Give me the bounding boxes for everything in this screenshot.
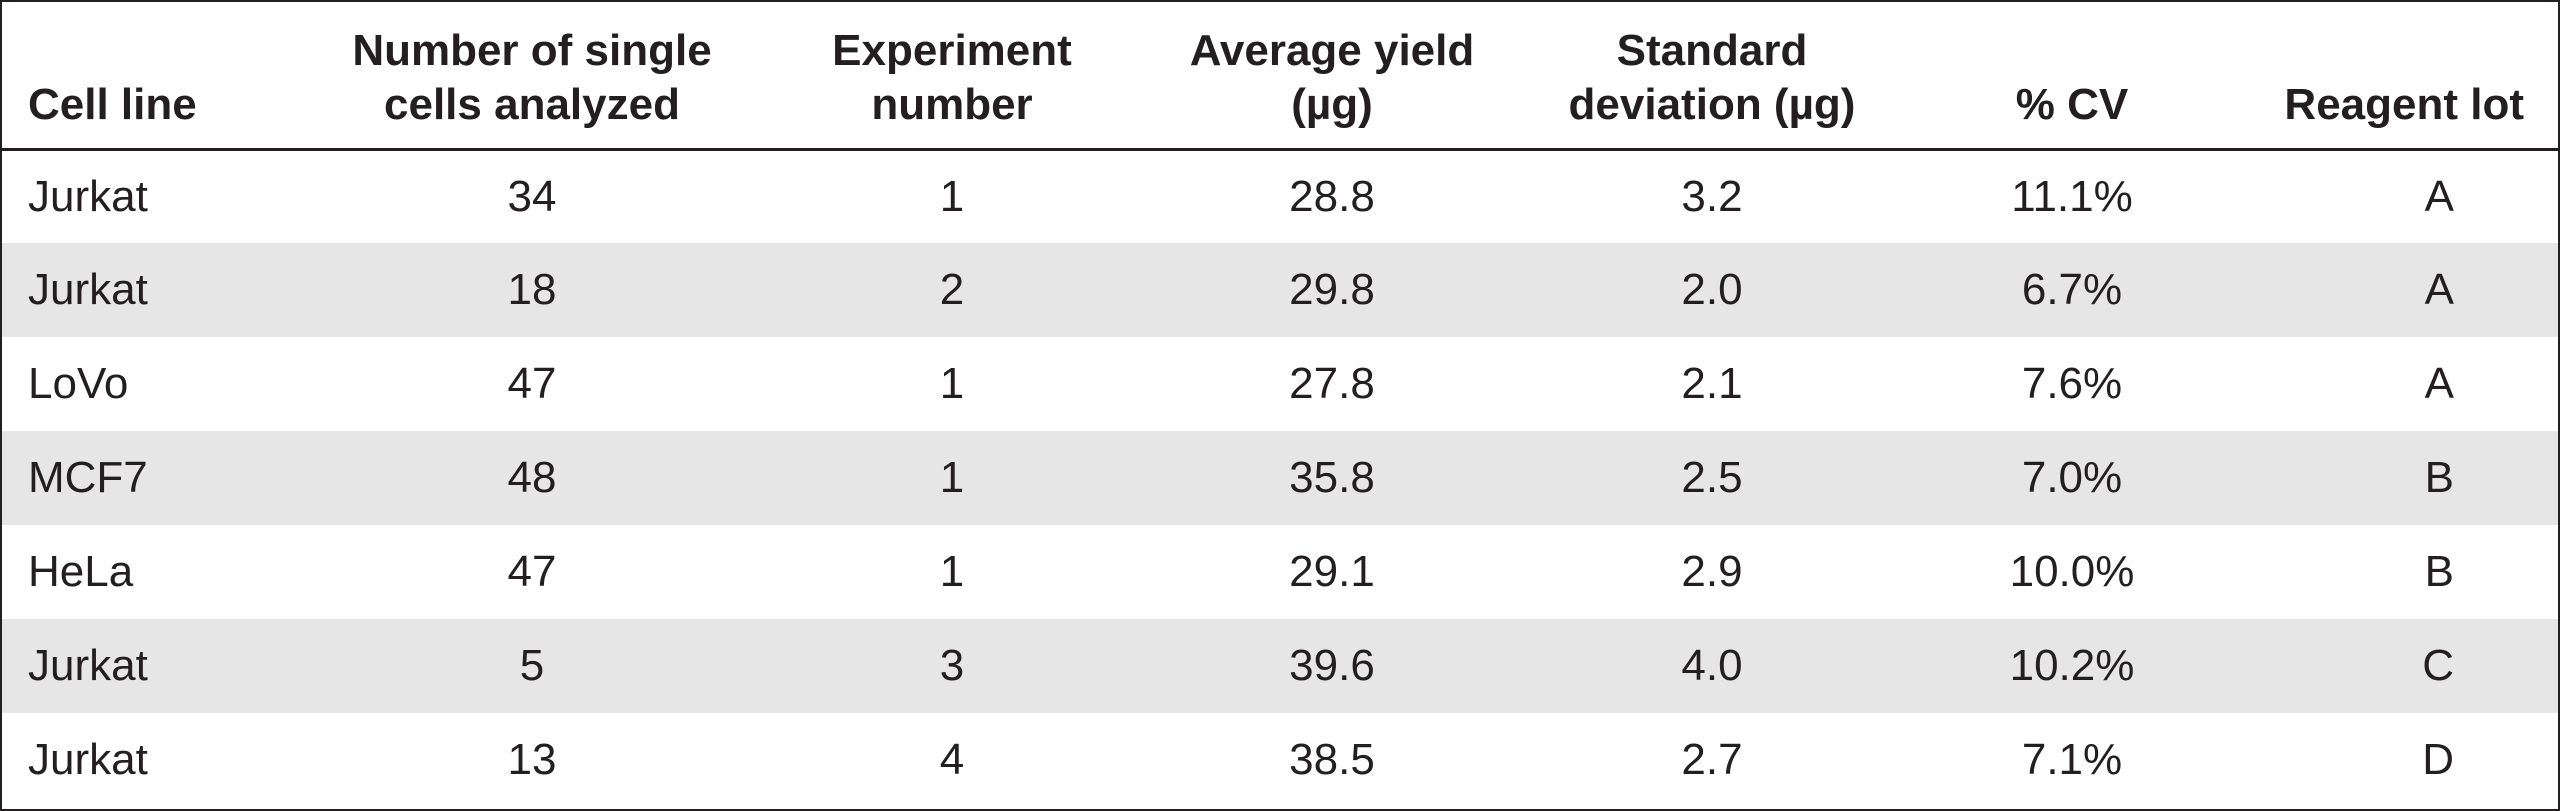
average-yield-value: 38.5 [1289,735,1375,784]
reagent-lot-value: A [2424,265,2454,314]
reagent-lot-value: B [2424,453,2454,502]
average-yield-value: 29.1 [1289,547,1375,596]
standard-deviation-value: 2.0 [1681,265,1743,314]
header-text: deviation (µg) [1568,79,1856,129]
average-yield-value: 28.8 [1289,171,1375,221]
average-yield-value: 35.8 [1289,453,1375,502]
reagent-lot-value: A [2424,171,2454,221]
header-text: Number of single [352,25,712,75]
cells-analyzed-value: 34 [507,171,557,221]
standard-deviation-value: 2.7 [1681,735,1743,784]
cell-line-value: HeLa [28,547,134,596]
experiment-number-value: 1 [939,359,965,408]
percent-cv-value: 7.0% [2021,453,2123,502]
header-cell-line: Cell line [2,2,292,151]
cells-analyzed-value: 48 [507,453,557,502]
cells-analyzed-value: 5 [519,641,545,690]
header-row: Cell line Number of single cells analyze… [2,2,2558,151]
percent-cv-value: 7.6% [2021,359,2123,408]
experiment-number-value: 1 [939,171,965,221]
standard-deviation-value: 2.5 [1681,453,1743,502]
cells-analyzed-value: 47 [507,359,557,408]
cell-line-value: Jurkat [28,735,148,784]
standard-deviation-value: 3.2 [1681,171,1743,221]
header-text: Average yield [1189,25,1475,75]
header-text: cells analyzed [384,79,680,129]
cell-line-value: MCF7 [28,453,148,502]
average-yield-value: 39.6 [1289,641,1375,690]
header-percent-cv: % CV [1892,2,2252,151]
header-text: number [871,79,1033,129]
header-cells-analyzed: Number of single cells analyzed [292,2,772,151]
header-text: Reagent lot [2284,79,2524,129]
experiment-number-value: 1 [939,547,965,596]
header-text: Experiment [832,25,1072,75]
cells-analyzed-value: 13 [507,735,557,784]
header-standard-deviation: Standard deviation (µg) [1532,2,1892,151]
standard-deviation-value: 2.9 [1681,547,1743,596]
percent-cv-value: 10.2% [2009,641,2135,690]
header-experiment-number: Experiment number [772,2,1132,151]
experiment-number-value: 4 [939,735,965,784]
header-text: (µg) [1291,79,1373,129]
cell-line-value: Jurkat [28,265,148,314]
table-row: Jurkat 5 3 39.6 4.0 10.2% C [2,619,2558,713]
standard-deviation-value: 2.1 [1681,359,1743,408]
header-average-yield: Average yield (µg) [1132,2,1532,151]
reagent-lot-value: B [2424,547,2454,596]
experiment-number-value: 2 [939,265,965,314]
table-row: Jurkat 34 1 28.8 3.2 11.1% A [2,149,2558,243]
percent-cv-value: 6.7% [2021,265,2123,314]
percent-cv-value: 7.1% [2021,735,2123,784]
header-text: Cell line [28,79,197,129]
cell-line-value: LoVo [28,359,129,408]
reagent-lot-value: A [2424,359,2454,408]
header-reagent-lot: Reagent lot [2252,2,2558,151]
standard-deviation-value: 4.0 [1681,641,1743,690]
experiment-number-value: 3 [939,641,965,690]
table-row: Jurkat 13 4 38.5 2.7 7.1% D [2,713,2558,807]
cell-line-value: Jurkat [28,641,148,690]
reagent-lot-value: C [2422,641,2454,690]
table-row: HeLa 47 1 29.1 2.9 10.0% B [2,525,2558,619]
table-row: LoVo 47 1 27.8 2.1 7.6% A [2,337,2558,431]
table-row: Jurkat 18 2 29.8 2.0 6.7% A [2,243,2558,337]
percent-cv-value: 11.1% [2011,171,2133,221]
reagent-lot-value: D [2422,735,2454,784]
cells-analyzed-value: 47 [507,547,557,596]
header-text: % CV [2015,79,2129,129]
average-yield-value: 27.8 [1289,359,1375,408]
cell-line-value: Jurkat [28,171,148,221]
average-yield-value: 29.8 [1289,265,1375,314]
percent-cv-value: 10.0% [2009,547,2135,596]
experiment-number-value: 1 [939,453,965,502]
cells-analyzed-value: 18 [507,265,557,314]
table-row: MCF7 48 1 35.8 2.5 7.0% B [2,431,2558,525]
header-text: Standard [1616,25,1808,75]
